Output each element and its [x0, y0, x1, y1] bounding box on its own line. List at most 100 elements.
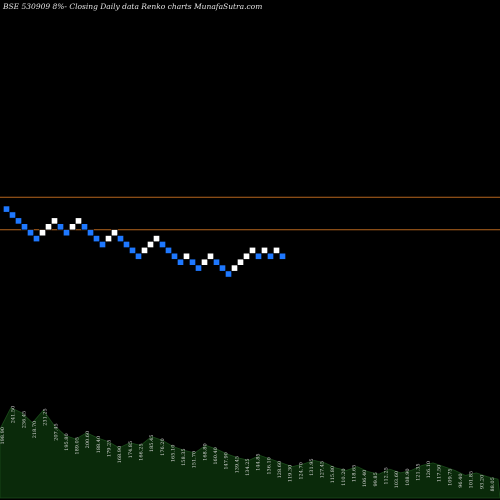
renko-brick-down — [123, 241, 130, 248]
renko-brick-down — [117, 235, 124, 242]
volume-label: 198.90 — [0, 427, 6, 445]
renko-brick-up — [51, 217, 58, 225]
renko-brick-down — [87, 229, 94, 237]
volume-label: 231.25 — [43, 408, 49, 426]
renko-brick-down — [63, 229, 70, 237]
volume-label: 117.50 — [437, 465, 443, 483]
volume-label: 185.45 — [149, 435, 155, 453]
renko-brick-down — [177, 258, 184, 266]
volume-label: 101.85 — [469, 471, 475, 489]
renko-brick-down — [171, 252, 178, 260]
volume-label: 115.80 — [330, 466, 336, 484]
volume-label: 195.80 — [64, 433, 70, 451]
renko-brick-up — [69, 223, 76, 231]
renko-brick-down — [33, 235, 40, 242]
renko-brick-down — [9, 211, 16, 219]
volume-label: 218.70 — [32, 421, 38, 439]
renko-brick-down — [57, 223, 64, 231]
renko-brick-down — [81, 223, 88, 231]
volume-label: 110.20 — [341, 468, 347, 486]
renko-brick-down — [15, 217, 22, 225]
volume-label: 128.60 — [277, 461, 283, 479]
volume-label: 147.90 — [224, 452, 230, 470]
volume-label: 188.40 — [96, 436, 102, 454]
volume-label: 179.25 — [107, 440, 113, 458]
renko-brick-down — [225, 270, 232, 278]
volume-label: 136.10 — [266, 457, 272, 475]
renko-bricks — [3, 205, 286, 278]
renko-brick-up — [243, 252, 250, 260]
renko-brick-down — [129, 247, 136, 254]
volume-label: 103.60 — [394, 471, 400, 489]
volume-label: 165.10 — [170, 445, 176, 463]
volume-label: 189.05 — [75, 437, 81, 455]
volume-label: 88.05 — [490, 477, 496, 491]
renko-brick-up — [183, 252, 190, 260]
volume-area-path — [0, 407, 500, 499]
volume-label: 121.35 — [415, 463, 421, 481]
volume-area — [0, 407, 500, 499]
volume-label: 134.25 — [245, 458, 251, 476]
volume-label: 119.30 — [288, 465, 294, 483]
volume-label: 139.45 — [234, 456, 240, 474]
volume-label: 168.90 — [117, 446, 123, 464]
renko-brick-down — [99, 241, 106, 248]
renko-brick-up — [141, 247, 148, 254]
renko-brick-down — [219, 264, 226, 272]
renko-brick-up — [231, 264, 238, 272]
volume-label: 124.70 — [298, 462, 304, 480]
renko-brick-down — [213, 258, 220, 266]
renko-brick-down — [27, 229, 34, 237]
renko-brick-up — [273, 247, 280, 254]
volume-label: 131.95 — [309, 458, 315, 476]
renko-brick-up — [207, 252, 214, 260]
volume-label: 166.25 — [138, 443, 144, 461]
renko-brick-down — [159, 241, 166, 248]
renko-brick-up — [249, 247, 256, 254]
renko-brick-up — [147, 241, 154, 248]
renko-brick-up — [201, 258, 208, 266]
volume-label: 160.40 — [213, 447, 219, 465]
volume-label: 174.85 — [128, 441, 134, 459]
renko-brick-down — [195, 264, 202, 272]
volume-label: 99.85 — [373, 472, 379, 486]
renko-brick-down — [135, 252, 142, 260]
renko-brick-up — [237, 258, 244, 266]
renko-brick-down — [189, 258, 196, 266]
volume-label: 106.40 — [362, 470, 368, 488]
renko-brick-down — [279, 252, 286, 260]
volume-label: 158.35 — [181, 448, 187, 466]
volume-label: 93.20 — [479, 475, 485, 489]
renko-brick-down — [21, 223, 28, 231]
renko-brick-down — [93, 235, 100, 242]
renko-brick-down — [267, 252, 274, 260]
volume-label: 176.20 — [160, 438, 166, 456]
renko-brick-up — [75, 217, 82, 225]
renko-brick-down — [165, 247, 172, 254]
volume-label: 127.45 — [320, 461, 326, 479]
volume-label: 168.80 — [202, 443, 208, 461]
volume-label: 236.45 — [21, 411, 27, 429]
renko-brick-up — [39, 229, 46, 237]
volume-label: 109.75 — [447, 468, 453, 486]
volume-label: 151.70 — [192, 451, 198, 469]
volume-label: 144.85 — [256, 453, 262, 471]
volume-label: 118.65 — [352, 465, 358, 483]
chart-title: BSE 530909 8%- Closing Daily data Renko … — [2, 2, 262, 11]
volume-labels: 198.90 241.50 236.45 218.70 231.25 207.45 195.… — [0, 406, 496, 492]
volume-label: 200.60 — [85, 431, 91, 449]
renko-brick-up — [153, 235, 160, 242]
renko-brick-up — [45, 223, 52, 231]
renko-brick-up — [111, 229, 118, 237]
volume-label: 241.50 — [11, 406, 17, 424]
volume-label: 96.40 — [458, 473, 464, 487]
volume-label: 108.90 — [405, 468, 411, 486]
volume-label: 126.10 — [426, 461, 432, 479]
renko-brick-up — [105, 235, 112, 242]
renko-brick-up — [261, 247, 268, 254]
renko-brick-down — [255, 252, 262, 260]
volume-label: 112.25 — [383, 467, 389, 485]
volume-label: 207.45 — [53, 423, 59, 441]
